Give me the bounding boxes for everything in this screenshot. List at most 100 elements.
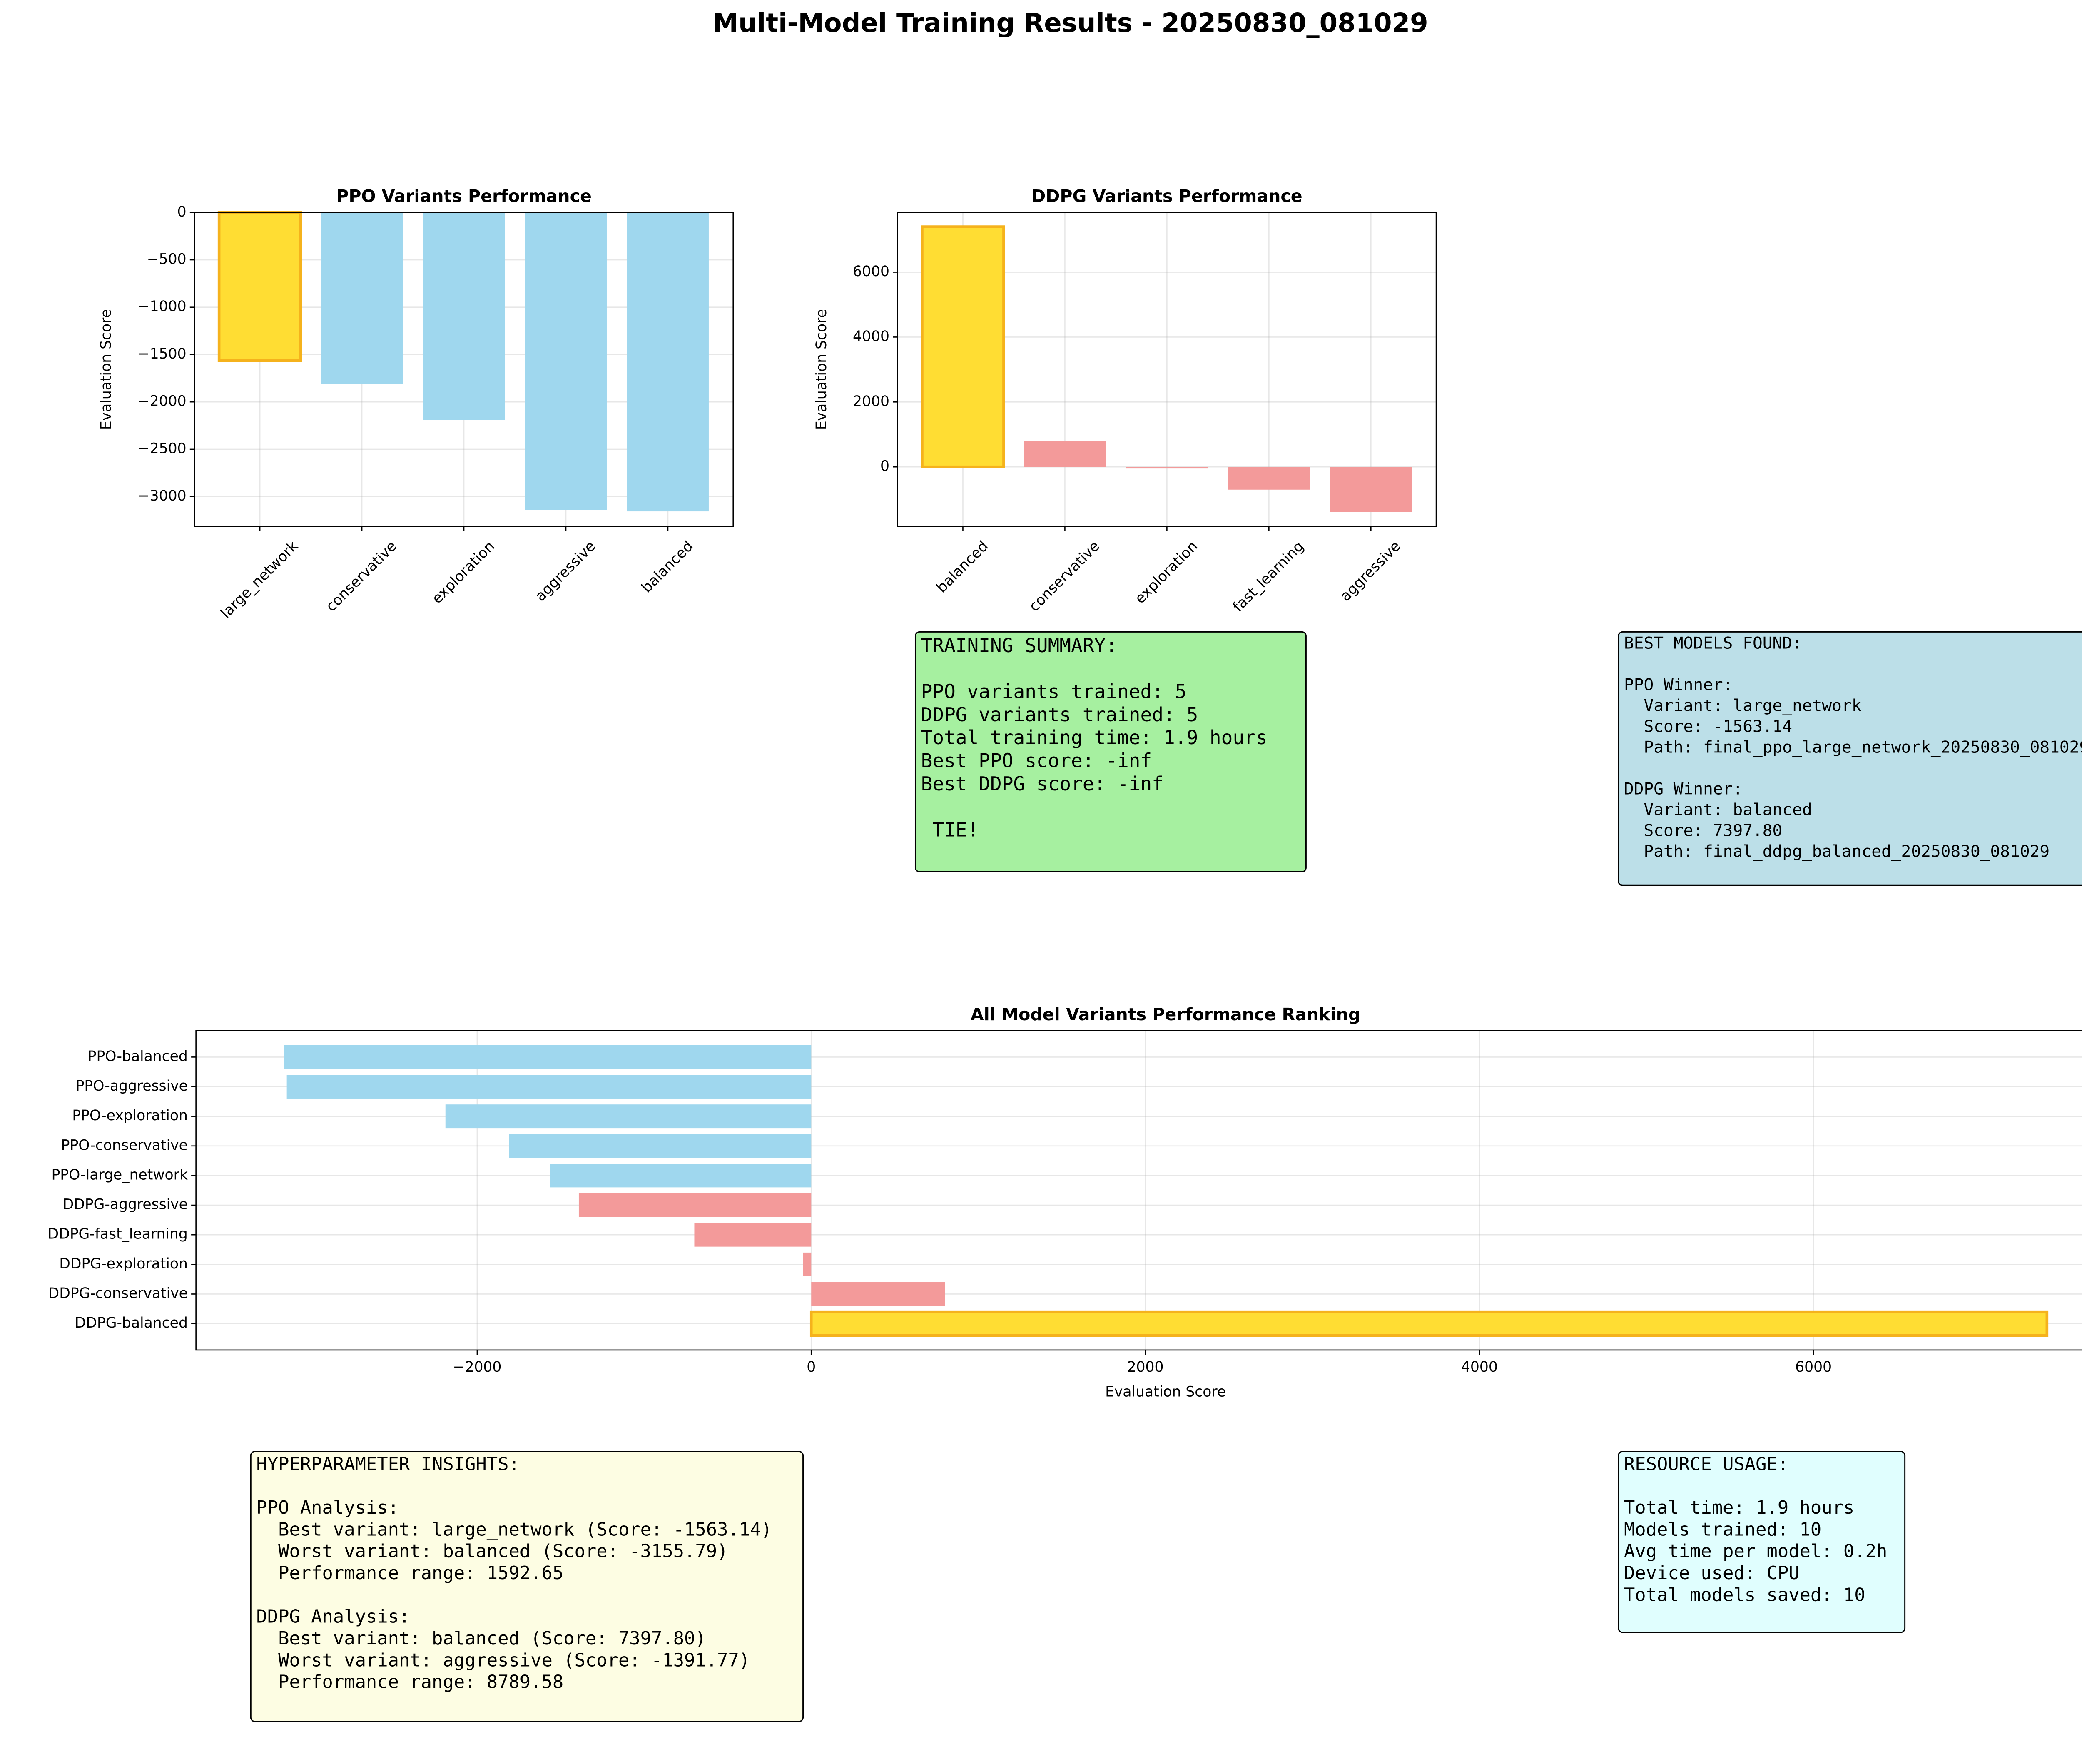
- bar: [445, 1104, 812, 1129]
- text-box-line: RESOURCE USAGE:: [1624, 1453, 1788, 1475]
- y-tick-label: DDPG-exploration: [59, 1256, 188, 1272]
- y-tick-label: DDPG-fast_learning: [48, 1226, 188, 1243]
- x-tick-label: aggressive: [1337, 538, 1404, 605]
- x-tick-label: large_network: [217, 538, 301, 622]
- plot: −2000 0 2000 4000 6000 PPO-balanced PPO-aggres…: [48, 1004, 2082, 1400]
- text-box-line: Total models saved: 10: [1624, 1584, 1865, 1605]
- text-box-line: Models trained: 10: [1624, 1519, 1821, 1540]
- text-box-line: Best variant: balanced (Score: 7397.80): [256, 1628, 706, 1649]
- text-box-line: PPO Winner:: [1624, 675, 1733, 695]
- plot: 0 −500 −1000 −1500 −2000 −2500 −3000 large_netw…: [98, 186, 734, 622]
- y-tick-label: 4000: [853, 328, 889, 345]
- plot-frame: [195, 1030, 2082, 1351]
- text-box-line: Worst variant: balanced (Score: -3155.79…: [256, 1541, 728, 1562]
- text-box-line: Total training time: 1.9 hours: [921, 726, 1268, 749]
- y-tick-label: PPO-large_network: [51, 1166, 187, 1183]
- text-box-line: Variant: balanced: [1624, 800, 1812, 820]
- text-box-line: Best PPO score: -inf: [921, 750, 1152, 772]
- plot: 0 2000 4000 6000 balanced conservative explora…: [813, 186, 1437, 615]
- text-box-line: Total time: 1.9 hours: [1624, 1497, 1854, 1518]
- text-box-line: DDPG Analysis:: [256, 1606, 410, 1627]
- x-tick-label: fast_learning: [1230, 538, 1307, 615]
- text-box-background: [914, 631, 1307, 872]
- bar: [1024, 441, 1106, 467]
- y-tick-label: PPO-exploration: [72, 1107, 188, 1124]
- y-tick-label: PPO-aggressive: [76, 1078, 188, 1094]
- plot-frame: [897, 212, 1437, 527]
- x-tick-label: conservative: [1026, 538, 1103, 615]
- text-box-line: Device used: CPU: [1624, 1562, 1800, 1584]
- y-tick-label: PPO-balanced: [88, 1048, 188, 1065]
- y-tick-label: 6000: [853, 263, 889, 280]
- y-tick-label: 0: [177, 204, 187, 220]
- y-tick-label: −1500: [138, 346, 187, 362]
- bar: [286, 1075, 812, 1099]
- text-box-line: Path: final_ddpg_balanced_20250830_08102…: [1624, 842, 2050, 861]
- text-box-line: BEST MODELS FOUND:: [1624, 633, 1802, 653]
- text-box: HYPERPARAMETER INSIGHTS: PPO Analysis: Be…: [250, 1450, 804, 1722]
- x-tick-label: aggressive: [532, 538, 599, 605]
- bar: [321, 212, 403, 384]
- text-box-line: Score: -1563.14: [1624, 717, 1792, 736]
- bar: [509, 1134, 812, 1158]
- bar: [217, 211, 302, 362]
- bar: [803, 1252, 812, 1276]
- y-axis-label: Evaluation Score: [813, 309, 830, 430]
- chart-title: PPO Variants Performance: [336, 186, 592, 206]
- y-tick-label: −3000: [138, 488, 187, 504]
- y-tick-label: PPO-conservative: [61, 1137, 188, 1154]
- bar: [550, 1164, 812, 1188]
- chart-title: All Model Variants Performance Ranking: [971, 1004, 1361, 1024]
- x-tick-label: exploration: [429, 538, 498, 607]
- figure-title: Multi-Model Training Results - 20250830_…: [712, 7, 1428, 38]
- x-tick-label: 2000: [1127, 1359, 1164, 1375]
- text-box: TRAINING SUMMARY: PPO variants trained: 5…: [914, 631, 1307, 872]
- y-axis-label: Evaluation Score: [98, 309, 115, 430]
- text-box: RESOURCE USAGE: Total time: 1.9 hoursMode…: [1618, 1450, 1906, 1633]
- bar: [525, 212, 607, 510]
- y-tick-label: −2000: [138, 393, 187, 410]
- text-box-line: Avg time per model: 0.2h: [1624, 1541, 1887, 1562]
- text-box-line: Best variant: large_network (Score: -156…: [256, 1519, 772, 1540]
- chart-title: DDPG Variants Performance: [1031, 186, 1302, 206]
- bar: [809, 1310, 2049, 1337]
- x-tick-label: exploration: [1132, 538, 1201, 607]
- text-box-line: Path: final_ppo_large_network_20250830_0…: [1624, 738, 2082, 757]
- x-tick-label: 0: [807, 1359, 816, 1375]
- x-tick-label: conservative: [323, 538, 400, 615]
- text-box-line: DDPG variants trained: 5: [921, 703, 1198, 726]
- text-box-line: Worst variant: aggressive (Score: -1391.…: [256, 1649, 750, 1671]
- bar: [921, 225, 1005, 468]
- bar: [1126, 467, 1208, 469]
- text-box-background: [1618, 631, 2082, 886]
- x-tick-label: −2000: [453, 1359, 502, 1375]
- x-tick-label: balanced: [933, 538, 991, 596]
- x-tick-label: 4000: [1461, 1359, 1498, 1375]
- x-tick-label: balanced: [638, 538, 697, 596]
- text-box-line: PPO Analysis:: [256, 1497, 399, 1518]
- bar: [1228, 467, 1310, 490]
- text-box-line: Variant: large_network: [1624, 696, 1862, 715]
- text-box-line: Performance range: 1592.65: [256, 1562, 563, 1584]
- plot-frame: [194, 212, 734, 527]
- bar: [423, 212, 505, 420]
- y-tick-label: DDPG-balanced: [75, 1315, 188, 1331]
- y-tick-label: 2000: [853, 393, 889, 410]
- bar: [578, 1193, 812, 1217]
- text-box-line: TRAINING SUMMARY:: [921, 634, 1117, 657]
- text-box-line: DDPG Winner:: [1624, 780, 1743, 799]
- y-tick-label: −1000: [138, 298, 187, 315]
- bar: [284, 1045, 812, 1069]
- text-box-line: Score: 7397.80: [1624, 821, 1782, 840]
- text-box: BEST MODELS FOUND: PPO Winner: Variant: l…: [1618, 631, 2082, 886]
- bar: [694, 1223, 812, 1247]
- text-box-line: HYPERPARAMETER INSIGHTS:: [256, 1453, 519, 1475]
- y-tick-label: −2500: [138, 440, 187, 457]
- bar: [1330, 467, 1412, 512]
- y-tick-label: −500: [147, 251, 187, 268]
- text-box-line: TIE!: [921, 818, 979, 841]
- bar: [811, 1282, 945, 1306]
- text-box-line: Best DDPG score: -inf: [921, 772, 1163, 795]
